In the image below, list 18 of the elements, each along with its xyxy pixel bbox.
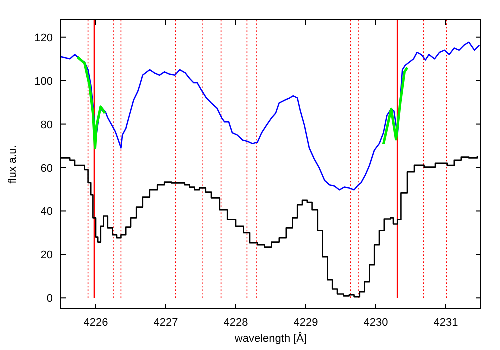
- y-tick-label: 40: [40, 206, 53, 218]
- line-series: [76, 56, 106, 150]
- y-tick-label: 20: [40, 250, 53, 262]
- x-tick-label: 4230: [364, 317, 388, 329]
- y-tick-label: 100: [34, 76, 53, 88]
- y-tick-label: 0: [46, 293, 53, 306]
- y-axis-title: flux a.u.: [7, 145, 19, 184]
- y-tick-label: 120: [34, 32, 53, 44]
- x-tick-label: 4227: [154, 317, 178, 329]
- y-tick-label: 60: [40, 162, 53, 175]
- x-tick-label: 4229: [294, 317, 318, 329]
- x-axis-title: wavelength [Å]: [234, 332, 308, 345]
- x-tick-label: 4228: [224, 317, 248, 329]
- x-tick-label: 4231: [434, 317, 458, 329]
- line-series: [382, 66, 409, 146]
- x-tick-label: 4226: [84, 317, 108, 329]
- y-tick-label: 80: [40, 119, 53, 132]
- line-series: [60, 42, 480, 191]
